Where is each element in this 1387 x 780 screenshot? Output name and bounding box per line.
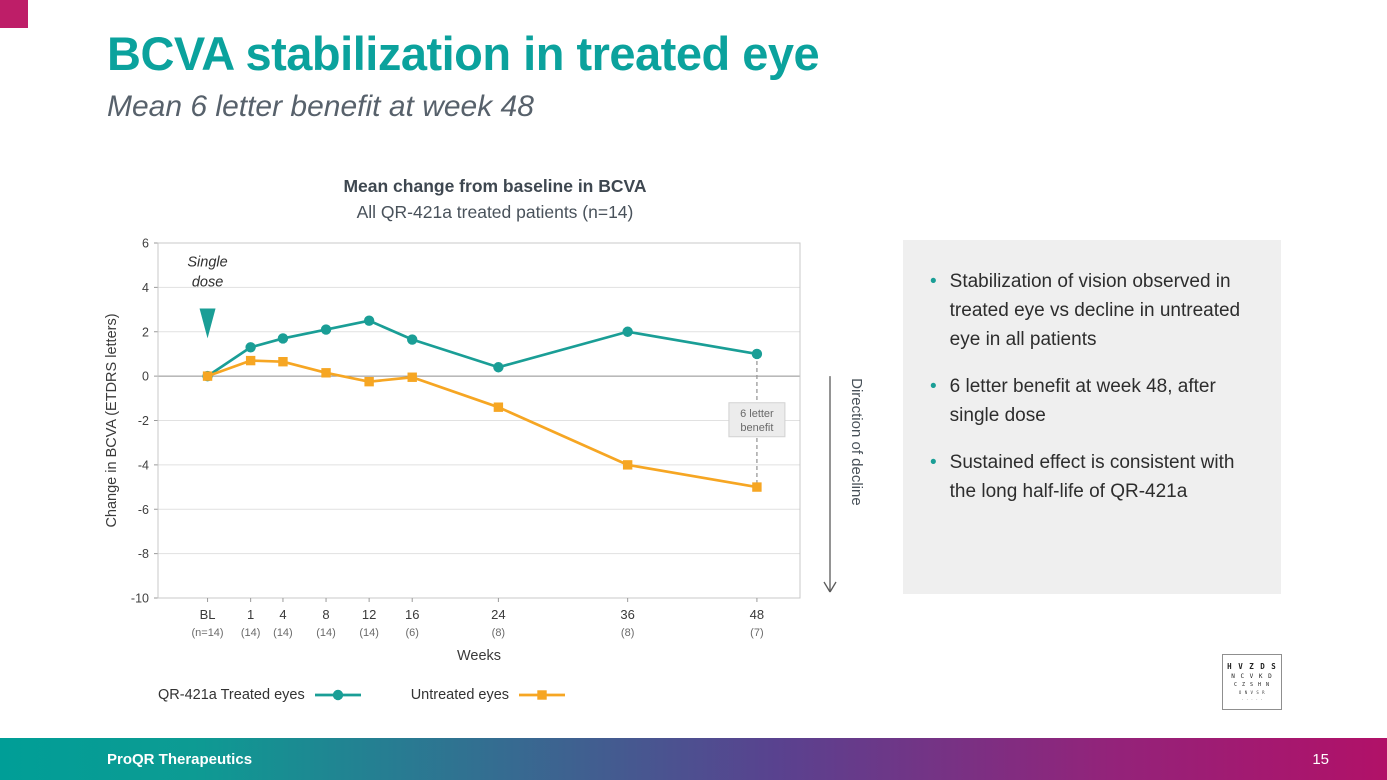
legend-item: Untreated eyes — [410, 687, 566, 703]
key-point: • Stabilization of vision observed in tr… — [930, 267, 1259, 354]
footer-brand: ProQR Therapeutics — [107, 750, 253, 768]
svg-text:16: 16 — [405, 607, 419, 622]
key-point-text: 6 letter benefit at week 48, after singl… — [949, 376, 1216, 426]
key-point: • Sustained effect is consistent with th… — [930, 448, 1259, 506]
slide-subtitle: Mean 6 letter benefit at week 48 — [107, 89, 534, 123]
svg-text:Direction of decline: Direction of decline — [848, 378, 865, 506]
page-number: 15 — [1312, 750, 1329, 768]
eye-chart-row: O N V S R — [1238, 690, 1266, 695]
svg-text:2: 2 — [142, 325, 149, 339]
eye-chart-row: H V Z D S — [1227, 662, 1277, 671]
footer-bar: ProQR Therapeutics 15 — [0, 738, 1387, 780]
svg-text:48: 48 — [750, 607, 764, 622]
etdrs-eye-chart-icon: H V Z D S N C V K D C Z S H N O N V S R … — [1222, 654, 1282, 710]
legend-marker-circle — [314, 689, 361, 701]
legend-label: QR-421a Treated eyes — [158, 687, 305, 703]
bullet-icon: • — [930, 376, 937, 397]
legend-item: QR-421a Treated eyes — [158, 687, 361, 703]
bullet-icon: • — [930, 271, 937, 292]
svg-text:(14): (14) — [316, 627, 336, 639]
svg-text:4: 4 — [279, 607, 286, 622]
svg-text:-10: -10 — [131, 592, 149, 606]
svg-text:BL: BL — [200, 607, 216, 622]
brand-corner-accent — [0, 0, 28, 28]
svg-text:Change in BCVA (ETDRS letters): Change in BCVA (ETDRS letters) — [104, 313, 120, 527]
svg-text:-6: -6 — [138, 503, 149, 517]
eye-chart-row: N C V K D — [1231, 673, 1273, 680]
legend-marker-square — [519, 690, 566, 700]
key-points-panel: • Stabilization of vision observed in tr… — [903, 240, 1281, 594]
key-point: • 6 letter benefit at week 48, after sin… — [930, 372, 1259, 430]
bullet-icon: • — [930, 452, 937, 473]
svg-text:(14): (14) — [273, 627, 293, 639]
svg-text:24: 24 — [491, 607, 505, 622]
chart-legend: QR-421a Treated eyes Untreated eyes — [100, 687, 890, 703]
eye-chart-row: C Z S H N — [1233, 682, 1271, 688]
svg-text:Weeks: Weeks — [457, 648, 501, 664]
svg-text:6 letter: 6 letter — [740, 408, 774, 420]
svg-text:Single: Single — [187, 254, 227, 270]
svg-text:(14): (14) — [359, 627, 379, 639]
chart-subtitle: All QR-421a treated patients (n=14) — [356, 202, 634, 222]
title-block: BCVA stabilization in treated eye Mean 6… — [107, 27, 820, 124]
svg-text:4: 4 — [142, 281, 149, 295]
eye-chart-row: · · · · · — [1241, 697, 1263, 702]
key-points-list: • Stabilization of vision observed in tr… — [930, 267, 1259, 506]
svg-text:(8): (8) — [492, 627, 505, 639]
svg-text:1: 1 — [247, 607, 254, 622]
svg-text:(8): (8) — [621, 627, 634, 639]
svg-text:36: 36 — [620, 607, 634, 622]
key-point-text: Stabilization of vision observed in trea… — [949, 271, 1241, 350]
svg-text:0: 0 — [142, 370, 149, 384]
chart-area: Mean change from baseline in BCVA All QR… — [100, 176, 890, 703]
svg-text:(6): (6) — [405, 627, 418, 639]
svg-text:-4: -4 — [138, 458, 149, 472]
svg-text:(7): (7) — [750, 627, 763, 639]
svg-text:8: 8 — [322, 607, 329, 622]
svg-text:dose: dose — [192, 274, 223, 290]
svg-text:-8: -8 — [138, 547, 149, 561]
svg-text:(14): (14) — [241, 627, 261, 639]
svg-text:6: 6 — [142, 237, 149, 251]
svg-text:-2: -2 — [138, 414, 149, 428]
legend-label: Untreated eyes — [410, 687, 510, 703]
key-point-text: Sustained effect is consistent with the … — [949, 452, 1235, 502]
slide-title: BCVA stabilization in treated eye — [107, 27, 820, 80]
svg-text:benefit: benefit — [740, 422, 773, 434]
chart-title: Mean change from baseline in BCVA — [343, 176, 647, 196]
svg-text:12: 12 — [362, 607, 376, 622]
bcva-line-chart: 6 4 2 0 -2 -4 -6 -8 -10 BL (n=14) 1 (14) 4 (14) 8 (14) 12… — [104, 237, 865, 665]
svg-text:(n=14): (n=14) — [191, 627, 223, 639]
